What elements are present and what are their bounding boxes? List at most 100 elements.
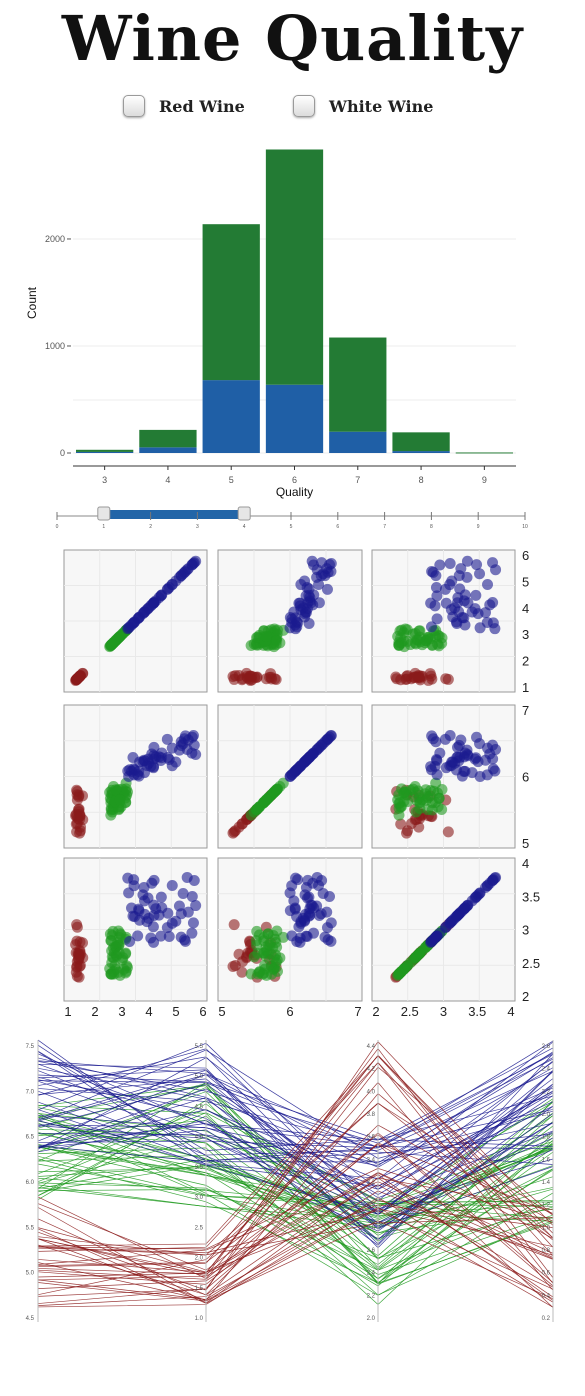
scatter-point xyxy=(271,941,283,953)
pc-tick-label: 2.8 xyxy=(367,1225,376,1231)
scatter-point xyxy=(484,599,496,611)
scatter-point xyxy=(166,579,178,591)
pc-tick-label: 1.2 xyxy=(542,1203,551,1209)
series-line xyxy=(37,1139,554,1306)
scatter-point xyxy=(190,900,202,912)
quality-count-bar-chart: 0 1000 2000 3 4 5 6 7 8 9 Quality Count xyxy=(25,149,516,499)
series-line xyxy=(37,1080,554,1213)
pc-tick-label: 7.5 xyxy=(26,1044,35,1050)
scatter-point xyxy=(288,895,300,907)
scatter-point xyxy=(474,738,486,750)
series-line xyxy=(37,1112,554,1296)
scatter-point xyxy=(277,931,289,943)
pc-tick-label: 2.5 xyxy=(195,1225,204,1231)
scatter-point xyxy=(489,623,501,635)
pc-tick-label: 0.8 xyxy=(542,1248,551,1254)
series-line xyxy=(37,1197,554,1308)
scatter-point xyxy=(453,570,465,582)
pc-tick-label: 0.4 xyxy=(542,1293,551,1299)
scatter-point xyxy=(114,969,126,981)
scatter-point xyxy=(74,960,86,972)
scatter-point xyxy=(317,887,329,899)
slider-tick-label: 2 xyxy=(149,524,152,530)
series-line xyxy=(37,1057,554,1164)
series-line xyxy=(37,1190,554,1300)
white-wine-checkbox[interactable]: White Wine xyxy=(293,92,433,120)
bar-segment xyxy=(139,447,197,453)
quality-range-slider[interactable]: 0 1 2 3 4 5 6 7 8 9 10 xyxy=(0,500,585,530)
x-tick-label: 7 xyxy=(355,475,360,485)
pc-tick-label: 3.8 xyxy=(367,1112,376,1118)
checkbox-box[interactable] xyxy=(123,95,145,117)
series-line xyxy=(37,1206,554,1308)
scatter-point xyxy=(127,910,139,922)
x-tick-label: 5 xyxy=(172,1004,179,1019)
x-tick-label: 7 xyxy=(354,1004,361,1019)
scatter-point xyxy=(290,872,302,884)
scatter-point xyxy=(161,922,173,934)
scatter-point xyxy=(71,970,83,982)
scatter-point xyxy=(471,559,483,571)
scatter-point xyxy=(458,765,470,777)
checkbox-box[interactable] xyxy=(293,95,315,117)
bar-segment xyxy=(392,432,450,452)
scatter-point xyxy=(440,673,452,685)
x-tick-label: 3.5 xyxy=(468,1004,486,1019)
scatter-point xyxy=(166,742,178,754)
series-line xyxy=(37,1158,554,1275)
scatter-point xyxy=(260,630,272,642)
series-line xyxy=(37,1041,554,1291)
scatter-point xyxy=(392,794,404,806)
red-wine-checkbox[interactable]: Red Wine xyxy=(123,92,245,120)
scatter-point xyxy=(294,932,306,944)
scatter-point xyxy=(414,802,426,814)
slider-handle[interactable] xyxy=(237,506,251,521)
pc-tick-label: 3.5 xyxy=(195,1165,204,1171)
slider-tick-label: 7 xyxy=(383,524,386,530)
scatter-point xyxy=(156,902,168,914)
scatter-point xyxy=(127,752,139,764)
series-line xyxy=(37,1172,554,1289)
pc-tick-label: 7.0 xyxy=(26,1089,35,1095)
scatter-point xyxy=(444,557,456,569)
series-line xyxy=(37,1083,554,1241)
x-axis-label: Quality xyxy=(276,485,313,499)
scatter-point xyxy=(139,895,151,907)
y-tick-label: 7 xyxy=(522,703,529,718)
scatter-point xyxy=(74,827,86,839)
series-line xyxy=(37,1220,554,1302)
scatter-point xyxy=(146,748,158,760)
y-tick-label: 2.5 xyxy=(522,956,540,971)
slider-tick-label: 9 xyxy=(477,524,480,530)
series-line xyxy=(37,1181,554,1265)
scatter-point xyxy=(227,960,239,972)
slider-tick-label: 4 xyxy=(243,524,246,530)
slider-handle[interactable] xyxy=(97,506,111,521)
scatter-point xyxy=(321,922,333,934)
scatter-point xyxy=(227,670,239,682)
scatter-point xyxy=(271,784,283,796)
scatter-point xyxy=(146,877,158,889)
scatter-point xyxy=(303,910,315,922)
bar-segment xyxy=(76,451,134,453)
scatter-point xyxy=(489,765,501,777)
series-line xyxy=(37,1069,554,1227)
series-line xyxy=(37,1093,554,1301)
scatter-point xyxy=(73,789,85,801)
scatter-point xyxy=(413,671,425,683)
pc-tick-label: 3.0 xyxy=(195,1195,204,1201)
x-tick-label: 2 xyxy=(91,1004,98,1019)
scatter-point xyxy=(271,635,283,647)
y-tick-label: 3.5 xyxy=(522,889,540,904)
bar-segment xyxy=(202,224,260,381)
series-line xyxy=(37,1146,554,1221)
scatter-point xyxy=(303,891,315,903)
y-tick-label: 6 xyxy=(522,770,529,785)
series-line xyxy=(37,1134,554,1287)
scatter-point xyxy=(124,936,136,948)
scatter-point xyxy=(474,568,486,580)
series-line xyxy=(37,1053,554,1245)
slider-tick-label: 3 xyxy=(196,524,199,530)
scatter-point xyxy=(122,765,134,777)
scatter-point xyxy=(179,934,191,946)
